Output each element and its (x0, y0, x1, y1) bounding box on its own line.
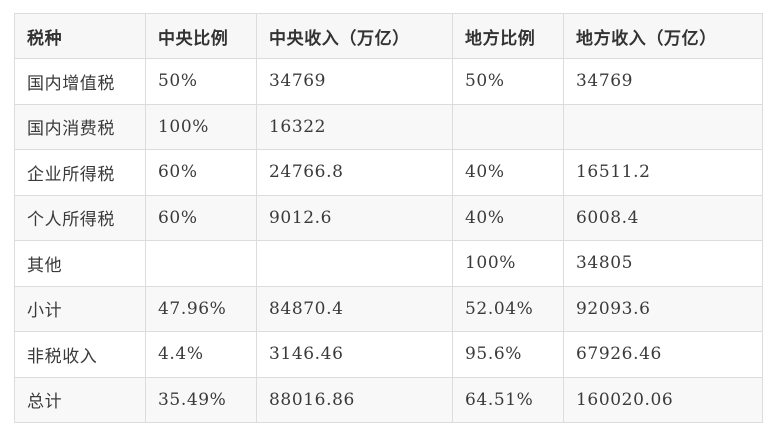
cell-central-ratio: 100% (145, 103, 257, 150)
cell-central-ratio: 47.96% (145, 285, 257, 332)
header-local-revenue: 地方收入（万亿） (563, 13, 763, 59)
table-row: 企业所得税 60% 24766.8 40% 16511.2 (14, 149, 763, 196)
table-row: 国内增值税 50% 34769 50% 34769 (14, 58, 763, 105)
cell-local-revenue (563, 103, 763, 150)
cell-central-revenue: 24766.8 (256, 149, 453, 196)
cell-central-ratio: 35.49% (145, 376, 257, 423)
cell-local-revenue: 6008.4 (563, 194, 763, 241)
cell-local-revenue: 160020.06 (563, 376, 763, 423)
cell-central-ratio: 60% (145, 149, 257, 196)
cell-tax-type: 非税收入 (14, 331, 146, 378)
cell-local-ratio: 50% (452, 58, 564, 105)
cell-local-revenue: 16511.2 (563, 149, 763, 196)
table-row: 总计 35.49% 88016.86 64.51% 160020.06 (14, 376, 763, 423)
table-row: 非税收入 4.4% 3146.46 95.6% 67926.46 (14, 331, 763, 378)
cell-central-ratio (145, 240, 257, 287)
header-central-ratio: 中央比例 (145, 13, 257, 59)
cell-central-ratio: 4.4% (145, 331, 257, 378)
table-row: 其他 100% 34805 (14, 240, 763, 287)
header-row: 税种 中央比例 中央收入（万亿） 地方比例 地方收入（万亿） (14, 13, 763, 59)
tax-revenue-table: 税种 中央比例 中央收入（万亿） 地方比例 地方收入（万亿） 国内增值税 50%… (14, 13, 763, 423)
cell-tax-type: 企业所得税 (14, 149, 146, 196)
table-row: 国内消费税 100% 16322 (14, 103, 763, 150)
table-body: 国内增值税 50% 34769 50% 34769 国内消费税 100% 163… (14, 58, 763, 423)
cell-central-revenue (256, 240, 453, 287)
cell-central-ratio: 50% (145, 58, 257, 105)
header-central-revenue: 中央收入（万亿） (256, 13, 453, 59)
cell-local-ratio: 95.6% (452, 331, 564, 378)
cell-central-revenue: 84870.4 (256, 285, 453, 332)
cell-local-ratio: 40% (452, 194, 564, 241)
cell-central-ratio: 60% (145, 194, 257, 241)
cell-tax-type: 其他 (14, 240, 146, 287)
cell-tax-type: 国内增值税 (14, 58, 146, 105)
cell-tax-type: 总计 (14, 376, 146, 423)
cell-central-revenue: 88016.86 (256, 376, 453, 423)
cell-local-revenue: 67926.46 (563, 331, 763, 378)
cell-central-revenue: 3146.46 (256, 331, 453, 378)
table-row: 个人所得税 60% 9012.6 40% 6008.4 (14, 194, 763, 241)
cell-local-revenue: 92093.6 (563, 285, 763, 332)
table-header: 税种 中央比例 中央收入（万亿） 地方比例 地方收入（万亿） (14, 13, 763, 59)
header-local-ratio: 地方比例 (452, 13, 564, 59)
table-row: 小计 47.96% 84870.4 52.04% 92093.6 (14, 285, 763, 332)
cell-local-ratio: 52.04% (452, 285, 564, 332)
cell-tax-type: 国内消费税 (14, 103, 146, 150)
cell-local-ratio: 100% (452, 240, 564, 287)
cell-local-revenue: 34769 (563, 58, 763, 105)
header-tax-type: 税种 (14, 13, 146, 59)
tax-revenue-table-container: 税种 中央比例 中央收入（万亿） 地方比例 地方收入（万亿） 国内增值税 50%… (14, 13, 763, 423)
cell-tax-type: 小计 (14, 285, 146, 332)
cell-central-revenue: 9012.6 (256, 194, 453, 241)
cell-local-ratio: 40% (452, 149, 564, 196)
cell-local-ratio (452, 103, 564, 150)
cell-tax-type: 个人所得税 (14, 194, 146, 241)
cell-local-revenue: 34805 (563, 240, 763, 287)
cell-central-revenue: 34769 (256, 58, 453, 105)
cell-central-revenue: 16322 (256, 103, 453, 150)
cell-local-ratio: 64.51% (452, 376, 564, 423)
